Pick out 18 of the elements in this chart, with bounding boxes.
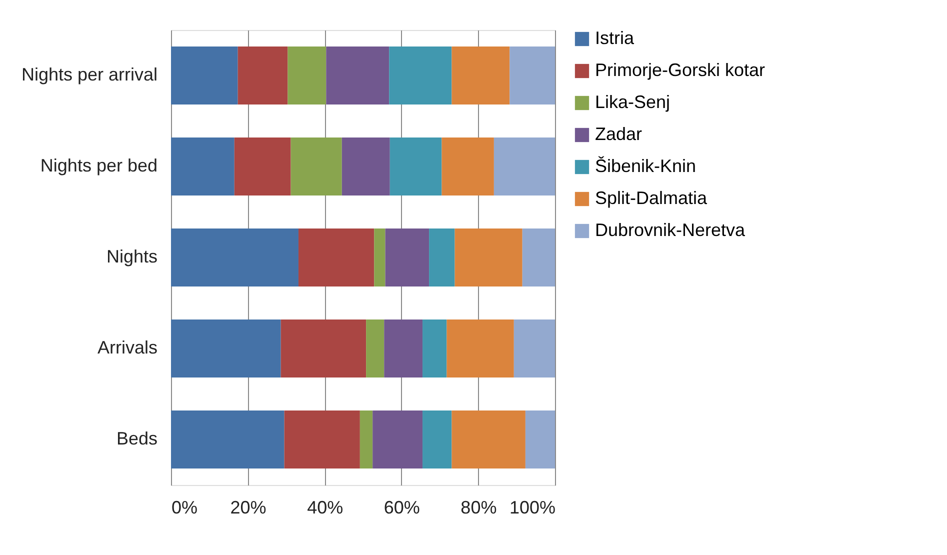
legend-label: Primorje-Gorski kotar <box>595 60 766 80</box>
legend-label: Split-Dalmatia <box>595 188 708 208</box>
legend-label: Zadar <box>595 124 642 144</box>
x-tick-label: 100% <box>509 498 556 518</box>
x-tick-label: 80% <box>460 498 497 518</box>
x-tick-label: 60% <box>384 498 420 518</box>
y-tick-label: Beds <box>116 428 158 448</box>
legend-label: Lika-Senj <box>595 92 670 112</box>
x-tick-label: 0% <box>172 498 198 518</box>
legend-label: Istria <box>595 28 635 48</box>
x-tick-label: 20% <box>230 498 266 518</box>
y-tick-label: Nights per bed <box>40 156 158 176</box>
x-tick-label: 40% <box>307 498 344 518</box>
y-tick-label: Nights <box>106 246 158 266</box>
y-tick-label: Nights per arrival <box>21 64 158 84</box>
y-tick-label: Arrivals <box>97 338 158 358</box>
legend-label: Dubrovnik-Neretva <box>595 220 746 240</box>
legend-label: Šibenik-Knin <box>595 156 696 176</box>
